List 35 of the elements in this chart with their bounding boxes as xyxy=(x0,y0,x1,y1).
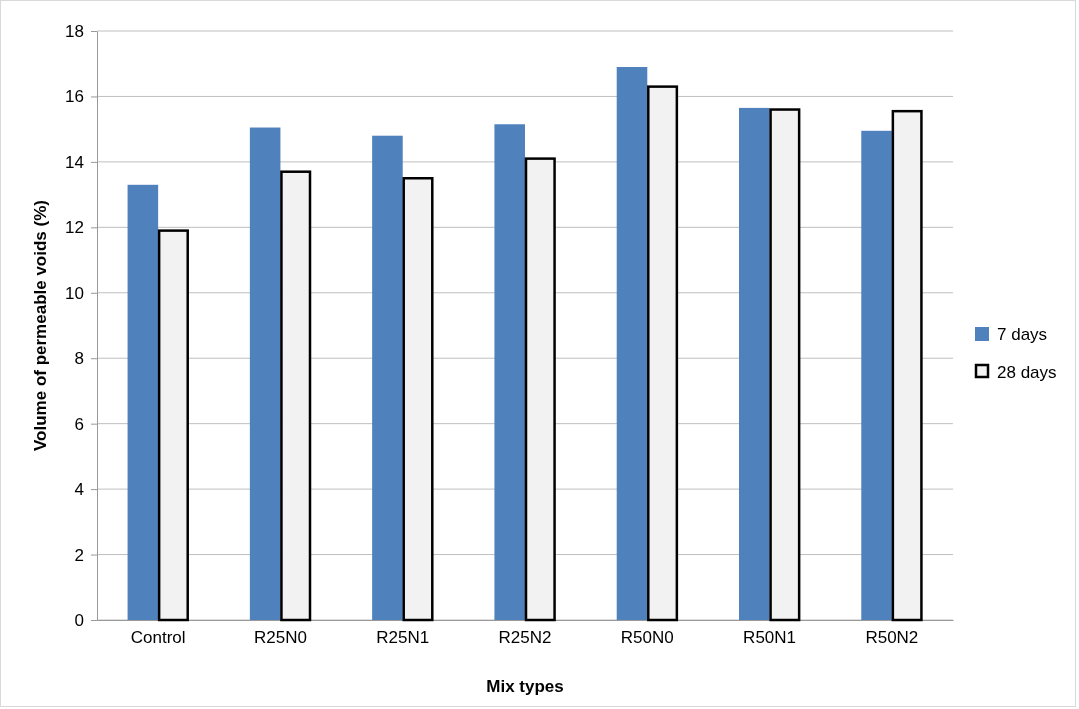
bar xyxy=(157,229,189,622)
bar xyxy=(524,157,556,622)
x-tick-label: R50N0 xyxy=(620,628,674,648)
bar xyxy=(861,130,892,620)
legend-label: 7 days xyxy=(997,325,1048,344)
bar xyxy=(891,109,923,622)
bar xyxy=(127,184,159,620)
y-tick-label: 2 xyxy=(74,545,84,565)
y-tick-label: 16 xyxy=(65,87,84,107)
y-tick-label: 18 xyxy=(65,21,84,41)
bar xyxy=(616,66,648,620)
y-tick-label: 0 xyxy=(74,610,84,630)
y-tick-label: 12 xyxy=(65,218,84,238)
bar xyxy=(249,127,281,620)
bar xyxy=(402,177,434,622)
bar xyxy=(280,170,312,622)
bar xyxy=(647,85,679,622)
y-tick-label: 4 xyxy=(74,480,84,500)
y-tick-label: 6 xyxy=(74,414,84,434)
x-tick-label: R25N0 xyxy=(253,628,307,648)
legend-label: 28 days xyxy=(997,363,1057,382)
y-tick-label: 8 xyxy=(74,349,84,369)
x-tick-label: R25N2 xyxy=(498,628,552,648)
y-tick-label: 10 xyxy=(65,283,84,303)
y-tick-label: 14 xyxy=(65,152,84,172)
x-tick-label: R50N2 xyxy=(865,628,919,648)
bar xyxy=(769,108,801,622)
x-tick-label: Control xyxy=(130,628,186,648)
y-axis-title: Volume of permeable voids (%) xyxy=(31,200,50,451)
bar xyxy=(372,135,403,620)
x-tick-label: R50N1 xyxy=(743,628,797,648)
bar xyxy=(739,107,770,620)
bar xyxy=(494,124,525,620)
x-axis-title: Mix types xyxy=(486,677,564,696)
x-tick-label: R25N1 xyxy=(376,628,430,648)
